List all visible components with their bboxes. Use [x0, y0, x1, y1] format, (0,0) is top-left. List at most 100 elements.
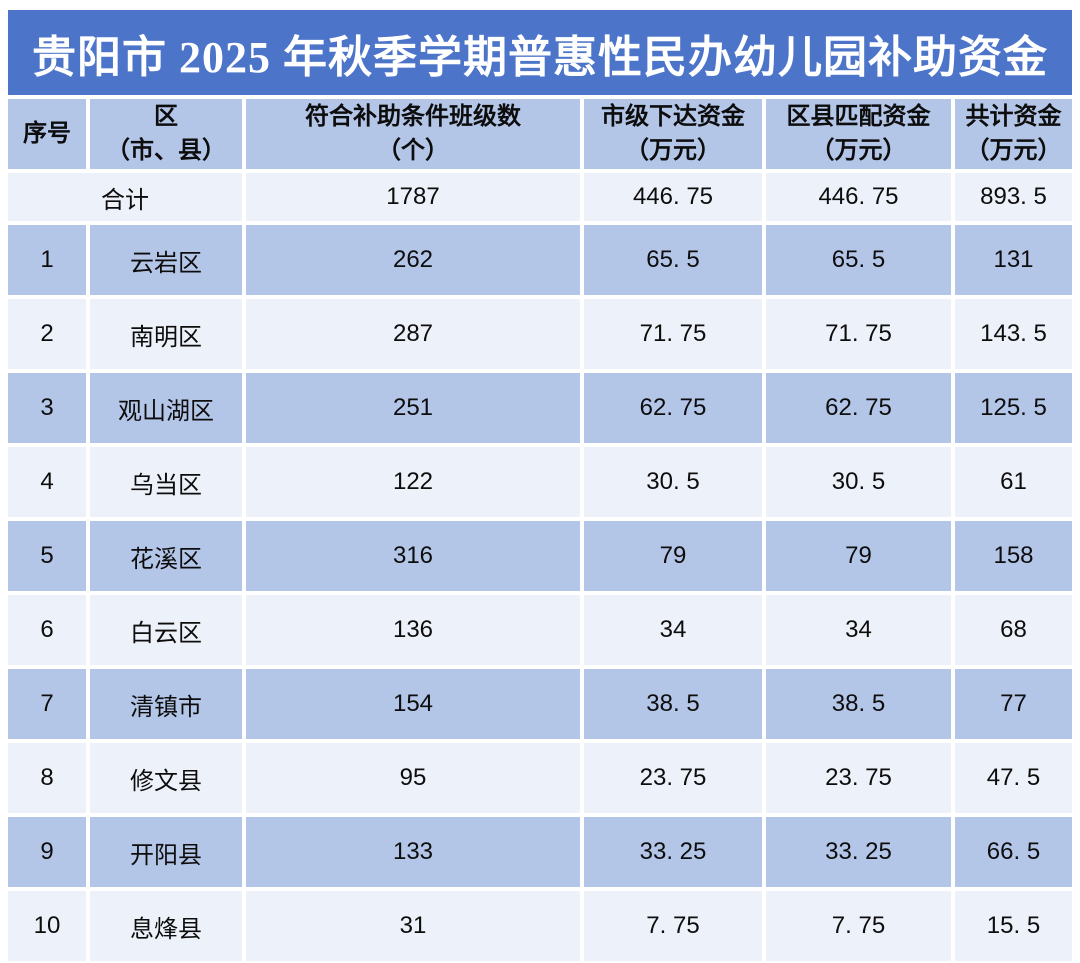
matching-funds-cell: 71. 75: [766, 299, 951, 369]
header-qualified-classes: 符合补助条件班级数 （个）: [246, 99, 580, 169]
total-funds-cell: 158: [955, 521, 1072, 591]
municipal-funds-cell: 23. 75: [584, 743, 762, 813]
total-funds-cell: 131: [955, 225, 1072, 295]
total-funds-cell: 143. 5: [955, 299, 1072, 369]
header-county-matching-funds: 区县匹配资金 （万元）: [766, 99, 951, 169]
serial-cell: 10: [8, 891, 86, 961]
municipal-funds-cell: 38. 5: [584, 669, 762, 739]
total-funds-cell: 68: [955, 595, 1072, 665]
matching-funds-cell: 62. 75: [766, 373, 951, 443]
district-cell: 清镇市: [90, 669, 242, 739]
total-funds-cell: 15. 5: [955, 891, 1072, 961]
header-line: （万元）: [810, 137, 907, 164]
municipal-funds-cell: 62. 75: [584, 373, 762, 443]
municipal-funds-cell: 65. 5: [584, 225, 762, 295]
serial-cell: 7: [8, 669, 86, 739]
total-municipal-funds-cell: 446. 75: [584, 173, 762, 221]
header-line: （万元）: [965, 137, 1062, 164]
table-row: 1 云岩区 262 65. 5 65. 5 131: [8, 225, 1072, 295]
total-funds-cell: 66. 5: [955, 817, 1072, 887]
table-row: 8 修文县 95 23. 75 23. 75 47. 5: [8, 743, 1072, 813]
district-cell: 花溪区: [90, 521, 242, 591]
header-line: 序号: [23, 120, 71, 147]
subsidy-table: 序号 区 （市、县） 符合补助条件班级数 （个） 市级下达资金 （万元） 区县匹…: [4, 95, 1076, 963]
district-cell: 开阳县: [90, 817, 242, 887]
table-header: 序号 区 （市、县） 符合补助条件班级数 （个） 市级下达资金 （万元） 区县匹…: [8, 99, 1072, 169]
total-row: 合计 1787 446. 75 446. 75 893. 5: [8, 173, 1072, 221]
classes-cell: 122: [246, 447, 580, 517]
classes-cell: 251: [246, 373, 580, 443]
table-row: 10 息烽县 31 7. 75 7. 75 15. 5: [8, 891, 1072, 961]
classes-cell: 262: [246, 225, 580, 295]
matching-funds-cell: 38. 5: [766, 669, 951, 739]
table-row: 3 观山湖区 251 62. 75 62. 75 125. 5: [8, 373, 1072, 443]
matching-funds-cell: 79: [766, 521, 951, 591]
header-serial-number: 序号: [8, 99, 86, 169]
classes-cell: 287: [246, 299, 580, 369]
table-row: 6 白云区 136 34 34 68: [8, 595, 1072, 665]
classes-cell: 316: [246, 521, 580, 591]
serial-cell: 8: [8, 743, 86, 813]
district-cell: 南明区: [90, 299, 242, 369]
classes-cell: 136: [246, 595, 580, 665]
classes-cell: 154: [246, 669, 580, 739]
matching-funds-cell: 34: [766, 595, 951, 665]
district-cell: 息烽县: [90, 891, 242, 961]
district-cell: 观山湖区: [90, 373, 242, 443]
total-funds-cell: 61: [955, 447, 1072, 517]
header-row: 序号 区 （市、县） 符合补助条件班级数 （个） 市级下达资金 （万元） 区县匹…: [8, 99, 1072, 169]
total-funds-cell: 893. 5: [955, 173, 1072, 221]
header-line: （个）: [377, 137, 449, 164]
serial-cell: 9: [8, 817, 86, 887]
municipal-funds-cell: 34: [584, 595, 762, 665]
matching-funds-cell: 23. 75: [766, 743, 951, 813]
district-cell: 白云区: [90, 595, 242, 665]
classes-cell: 95: [246, 743, 580, 813]
district-cell: 修文县: [90, 743, 242, 813]
municipal-funds-cell: 71. 75: [584, 299, 762, 369]
serial-cell: 1: [8, 225, 86, 295]
total-funds-cell: 77: [955, 669, 1072, 739]
matching-funds-cell: 7. 75: [766, 891, 951, 961]
matching-funds-cell: 33. 25: [766, 817, 951, 887]
header-line: （万元）: [625, 137, 721, 164]
municipal-funds-cell: 7. 75: [584, 891, 762, 961]
header-line: 共计资金: [965, 103, 1062, 130]
municipal-funds-cell: 30. 5: [584, 447, 762, 517]
serial-cell: 6: [8, 595, 86, 665]
total-matching-funds-cell: 446. 75: [766, 173, 951, 221]
page-title: 贵阳市 2025 年秋季学期普惠性民办幼儿园补助资金: [32, 32, 1048, 82]
serial-cell: 4: [8, 447, 86, 517]
header-total-funds: 共计资金 （万元）: [955, 99, 1072, 169]
total-label-cell: 合计: [8, 173, 242, 221]
header-line: 区: [154, 103, 178, 130]
district-cell: 乌当区: [90, 447, 242, 517]
header-district: 区 （市、县）: [90, 99, 242, 169]
district-cell: 云岩区: [90, 225, 242, 295]
header-line: 区县匹配资金: [786, 103, 931, 130]
serial-cell: 2: [8, 299, 86, 369]
serial-cell: 3: [8, 373, 86, 443]
table-row: 7 清镇市 154 38. 5 38. 5 77: [8, 669, 1072, 739]
header-line: （市、县）: [106, 137, 226, 164]
total-funds-cell: 125. 5: [955, 373, 1072, 443]
table-row: 2 南明区 287 71. 75 71. 75 143. 5: [8, 299, 1072, 369]
classes-cell: 133: [246, 817, 580, 887]
page-title-bar: 贵阳市 2025 年秋季学期普惠性民办幼儿园补助资金: [8, 10, 1072, 95]
table-row: 4 乌当区 122 30. 5 30. 5 61: [8, 447, 1072, 517]
table-body: 合计 1787 446. 75 446. 75 893. 5 1 云岩区 262…: [8, 173, 1072, 961]
table-row: 9 开阳县 133 33. 25 33. 25 66. 5: [8, 817, 1072, 887]
municipal-funds-cell: 33. 25: [584, 817, 762, 887]
header-municipal-funds: 市级下达资金 （万元）: [584, 99, 762, 169]
matching-funds-cell: 30. 5: [766, 447, 951, 517]
serial-cell: 5: [8, 521, 86, 591]
header-line: 市级下达资金: [601, 103, 745, 130]
municipal-funds-cell: 79: [584, 521, 762, 591]
header-line: 符合补助条件班级数: [305, 103, 521, 130]
total-classes-cell: 1787: [246, 173, 580, 221]
matching-funds-cell: 65. 5: [766, 225, 951, 295]
classes-cell: 31: [246, 891, 580, 961]
table-row: 5 花溪区 316 79 79 158: [8, 521, 1072, 591]
total-funds-cell: 47. 5: [955, 743, 1072, 813]
